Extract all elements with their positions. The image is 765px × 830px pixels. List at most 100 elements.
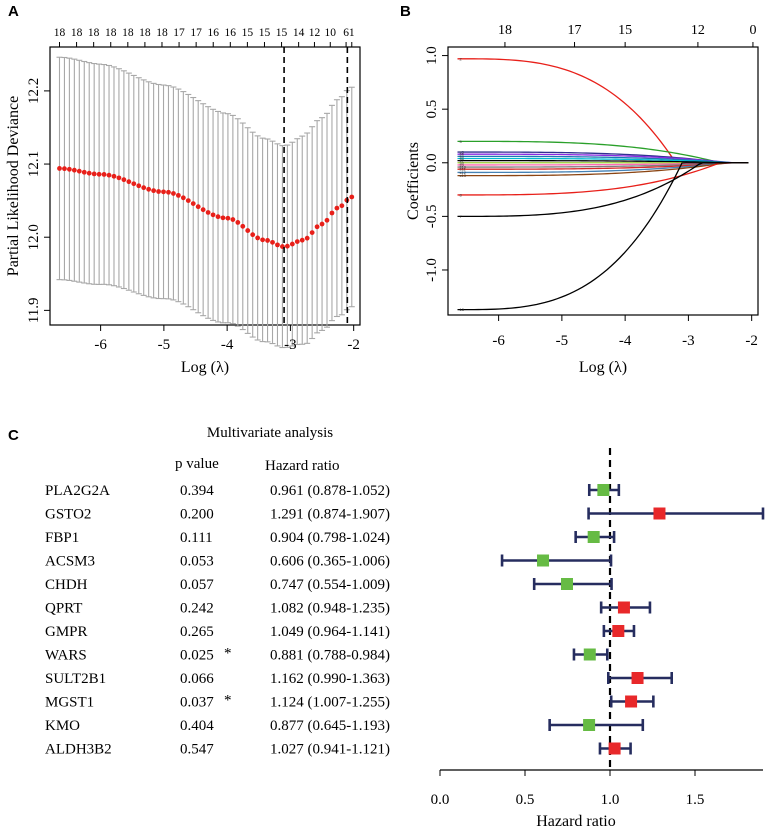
coef-path-13 xyxy=(457,162,749,311)
coef-path-label: s9 xyxy=(459,162,464,167)
forest-gene-label: SULT2B1 xyxy=(45,671,106,687)
cv-point xyxy=(245,228,251,233)
coef-path-label: s11 xyxy=(459,167,466,172)
cv-point xyxy=(146,186,152,192)
cv-point xyxy=(126,179,132,185)
forest-point xyxy=(612,625,625,637)
forest-p-value: 0.025 xyxy=(180,648,214,664)
forest-gene-label: GMPR xyxy=(45,624,88,640)
forest-hr-ci: 1.162 (0.990-1.363) xyxy=(270,671,390,687)
forest-p-value: 0.111 xyxy=(180,530,213,546)
forest-significance-star: * xyxy=(224,646,232,662)
path-top-tick-label: 18 xyxy=(498,23,512,38)
forest-gene-label: ALDH3B2 xyxy=(45,742,112,758)
cv-point xyxy=(180,195,186,201)
cv-point xyxy=(294,239,300,244)
cv-point xyxy=(185,198,191,203)
forest-p-value: 0.053 xyxy=(180,554,214,570)
forest-gene-label: PLA2G2A xyxy=(45,483,110,499)
forest-gene-label: FBP1 xyxy=(45,530,79,546)
coef-path-2 xyxy=(457,58,749,164)
cv-point xyxy=(66,166,72,172)
cv-top-tick-label: 14 xyxy=(293,27,305,39)
cv-deviance-plot: -6 -5 -4 -3 -2 11.9 12.0 12.1 12.2 18 18 18 18 18 18… xyxy=(5,27,361,376)
forest-gene-label: QPRT xyxy=(45,601,82,617)
cv-point xyxy=(81,169,87,175)
coef-path-s5 xyxy=(457,155,749,164)
cv-point xyxy=(299,237,305,243)
coef-path-label: s5 xyxy=(459,154,464,159)
panel-letter-a: A xyxy=(8,3,19,20)
forest-hr-ci: 0.747 (0.554-1.009) xyxy=(270,577,390,593)
forest-hr-ci: 1.027 (0.941-1.121) xyxy=(270,742,390,758)
coef-path-s4 xyxy=(457,153,749,164)
path-plot-frame xyxy=(447,46,759,316)
cv-point xyxy=(195,204,201,210)
cv-top-tick-label: 6 xyxy=(343,27,349,39)
cv-top-tick-label: 18 xyxy=(88,27,100,39)
cv-x-tick-label: -2 xyxy=(347,337,360,353)
path-y-tick-label: -0.5 xyxy=(424,205,440,229)
forest-p-value: 0.394 xyxy=(180,483,214,499)
cv-y-tick-label: 11.9 xyxy=(26,298,42,324)
forest-x-tick-label: 0.5 xyxy=(516,792,535,808)
path-y-tick-label: 1.0 xyxy=(424,46,440,65)
forest-point xyxy=(625,695,638,708)
cv-point xyxy=(121,177,127,183)
cv-point xyxy=(205,210,211,215)
path-top-tick-label: 12 xyxy=(691,23,705,38)
cv-point xyxy=(319,221,325,227)
cv-x-tick-label: -5 xyxy=(158,337,171,353)
cv-point xyxy=(250,232,256,238)
forest-p-value: 0.242 xyxy=(180,601,214,617)
cv-point xyxy=(240,223,246,229)
coef-path-label: s13 xyxy=(459,173,466,178)
forest-hr-ci: 1.124 (1.007-1.255) xyxy=(270,695,390,711)
coef-path-label: s4 xyxy=(459,152,464,157)
forest-significance-star: * xyxy=(224,693,232,709)
path-y-tick-label: 0.5 xyxy=(424,100,440,119)
cv-point xyxy=(57,166,62,171)
cv-top-tick-label: 18 xyxy=(54,27,66,39)
cv-y-axis-label: Partial Likelihood Deviance xyxy=(5,96,22,276)
cv-point xyxy=(339,203,345,209)
forest-point xyxy=(608,742,621,755)
cv-top-tick-label: 18 xyxy=(71,27,83,39)
coef-path-label: s3 xyxy=(459,150,464,155)
cv-point xyxy=(101,172,107,177)
cv-top-tick-label: 18 xyxy=(139,27,151,39)
forest-gene-label: GSTO2 xyxy=(45,507,91,523)
forest-hr-ci: 0.606 (0.365-1.006) xyxy=(270,554,390,570)
cv-point xyxy=(225,215,231,221)
cv-point xyxy=(284,243,290,249)
forest-gene-label: WARS xyxy=(45,648,87,664)
forest-x-tick-label: 1.0 xyxy=(601,792,620,808)
path-x-tick-label: -6 xyxy=(492,333,505,349)
coef-path-label: s6 xyxy=(459,156,464,161)
coef-path-s12 xyxy=(457,162,749,174)
cv-point xyxy=(141,185,147,191)
forest-point xyxy=(617,601,630,614)
cv-point xyxy=(235,220,241,225)
forest-p-value: 0.265 xyxy=(180,624,214,640)
coef-path-s13 xyxy=(457,162,749,177)
path-x-axis-label: Log (λ) xyxy=(579,359,627,376)
cv-point xyxy=(270,239,275,245)
cv-point xyxy=(76,168,82,174)
path-top-tick-label: 0 xyxy=(749,23,756,38)
coef-path-label: 13 xyxy=(459,307,464,312)
forest-p-value: 0.404 xyxy=(180,718,214,734)
cv-point xyxy=(116,175,122,181)
forest-point xyxy=(583,719,596,731)
cv-point xyxy=(71,167,77,173)
forest-point xyxy=(583,648,596,661)
path-y-tick-label: 0.0 xyxy=(424,153,440,172)
cv-point xyxy=(349,194,355,200)
coef-path-5 xyxy=(457,140,749,164)
cv-top-tick-label: 18 xyxy=(122,27,134,39)
cv-point xyxy=(324,217,330,223)
path-top-tick-label: 15 xyxy=(618,23,632,38)
forest-p-value: 0.547 xyxy=(180,742,214,758)
